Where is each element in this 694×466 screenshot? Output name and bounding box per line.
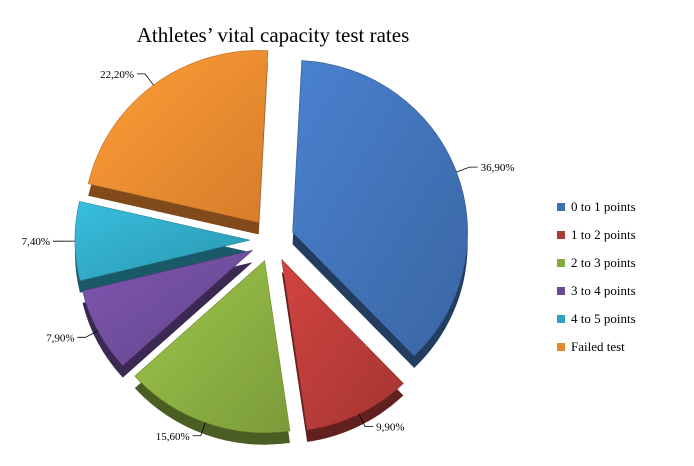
pie-slices bbox=[74, 50, 468, 433]
legend: 0 to 1 points 1 to 2 points 2 to 3 points 3… bbox=[557, 199, 636, 354]
leader-line-1-to-2-points bbox=[358, 413, 374, 428]
leader-line-2-to-3-points bbox=[192, 422, 206, 437]
data-label-0-to-1-points: 36,90% bbox=[481, 162, 515, 174]
legend-label-2-to-3-points: 2 to 3 points bbox=[571, 255, 636, 270]
data-label-1-to-2-points: 9,90% bbox=[376, 422, 404, 434]
legend-swatch-3-to-4-points bbox=[557, 287, 565, 295]
legend-label-failed-test: Failed test bbox=[571, 339, 625, 354]
chart-title: Athletes’ vital capacity test rates bbox=[137, 23, 410, 47]
leader-line-3-to-4-points bbox=[77, 330, 99, 338]
data-label-failed-test: 22,20% bbox=[100, 69, 134, 81]
legend-swatch-4-to-5-points bbox=[557, 315, 565, 323]
leader-line-failed-test bbox=[137, 73, 154, 86]
legend-label-1-to-2-points: 1 to 2 points bbox=[571, 227, 636, 242]
legend-swatch-0-to-1-points bbox=[557, 203, 565, 211]
data-labels: 36,90% 9,90% 15,60% 7,90% 7,40% 22,20% bbox=[22, 69, 515, 443]
pie-slice-2-to-3-points bbox=[134, 260, 291, 433]
data-label-3-to-4-points: 7,90% bbox=[46, 332, 74, 344]
pie-slice-3-to-4-points bbox=[82, 250, 253, 367]
legend-swatch-2-to-3-points bbox=[557, 259, 565, 267]
pie-slice-0-to-1-points bbox=[292, 60, 468, 357]
legend-swatch-failed-test bbox=[557, 343, 565, 351]
legend-label-3-to-4-points: 3 to 4 points bbox=[571, 283, 636, 298]
leader-line-0-to-1-points bbox=[456, 166, 478, 173]
legend-label-4-to-5-points: 4 to 5 points bbox=[571, 311, 636, 326]
legend-label-0-to-1-points: 0 to 1 points bbox=[571, 199, 636, 214]
pie-slice-failed-test bbox=[87, 50, 269, 223]
data-label-2-to-3-points: 15,60% bbox=[156, 431, 190, 443]
data-label-4-to-5-points: 7,40% bbox=[22, 236, 50, 248]
legend-swatch-1-to-2-points bbox=[557, 231, 565, 239]
